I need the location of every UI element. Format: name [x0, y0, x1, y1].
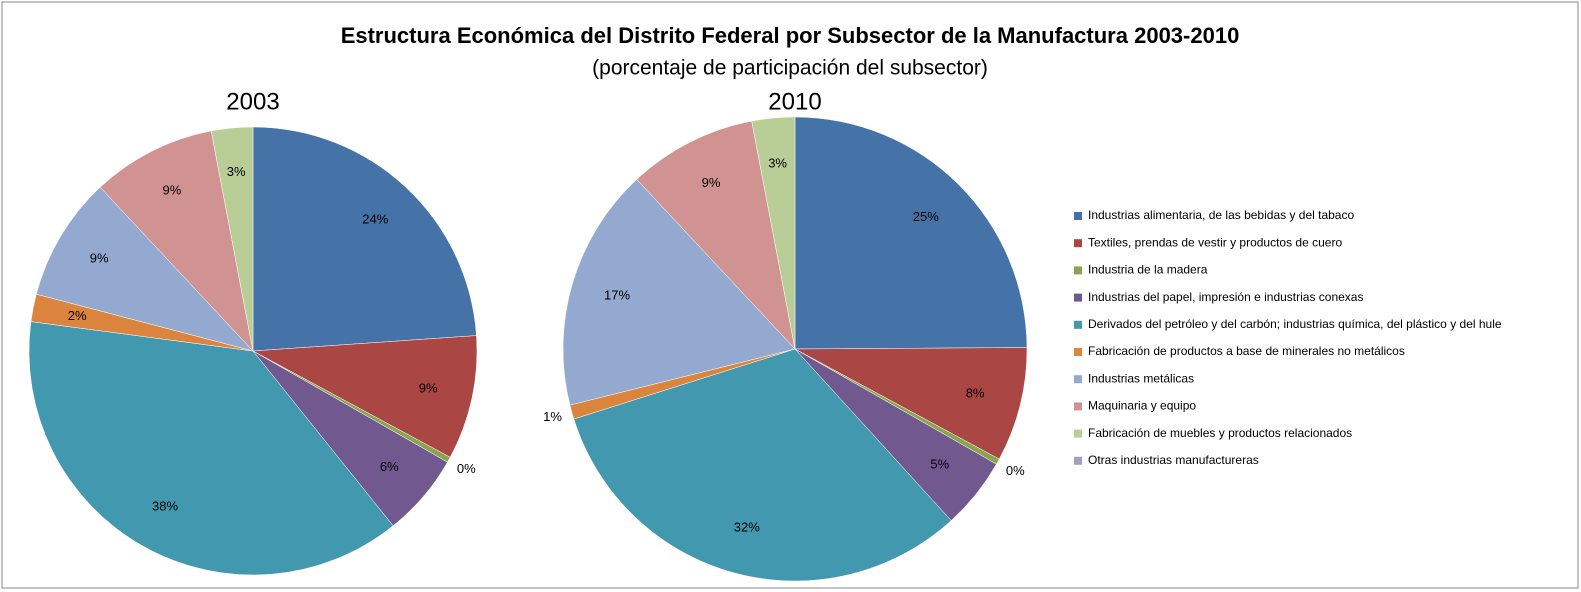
data-label: 17% [604, 288, 630, 303]
data-label: 9% [163, 183, 182, 198]
data-label: 32% [734, 520, 760, 535]
chart-subtitle: (porcentaje de participación del subsect… [592, 57, 988, 80]
legend-label: Derivados del petróleo y del carbón; ind… [1088, 317, 1502, 331]
data-label: 5% [930, 457, 949, 472]
data-label: 38% [152, 499, 178, 514]
legend-label: Industrias metálicas [1088, 371, 1194, 385]
pie-slice [794, 347, 1028, 460]
data-label: 0% [457, 461, 476, 476]
data-label: 25% [913, 209, 939, 224]
pie-title: 2003 [226, 88, 279, 115]
data-label: 0% [1006, 463, 1025, 478]
legend-label: Fabricación de muebles y productos relac… [1088, 426, 1352, 440]
data-label: 9% [419, 380, 438, 395]
data-label: 24% [362, 211, 388, 226]
data-label: 6% [380, 459, 399, 474]
pie-slice [252, 335, 478, 458]
pie-slice [99, 130, 254, 352]
legend-swatch [1074, 293, 1082, 302]
legend-swatch [1074, 375, 1082, 384]
legend-label: Industria de la madera [1088, 263, 1208, 277]
legend-swatch [1074, 456, 1082, 465]
pie-slice [751, 116, 796, 350]
pie-slice [794, 116, 1028, 350]
legend-swatch [1074, 212, 1082, 220]
data-label: 1% [543, 409, 562, 424]
legend-swatch [1074, 239, 1082, 248]
pie-slice [252, 126, 477, 352]
legend-swatch [1074, 402, 1082, 411]
pie-slice [636, 120, 796, 350]
legend-label: Maquinaria y equipo [1088, 399, 1196, 413]
pie-slice [28, 321, 394, 576]
legend-swatch [1074, 266, 1082, 275]
legend-label: Industrias alimentaria, de las bebidas y… [1088, 208, 1354, 222]
legend-label: Industrias del papel, impresión e indust… [1088, 290, 1363, 304]
data-label: 3% [227, 164, 246, 179]
legend-label: Fabricación de productos a base de miner… [1088, 344, 1405, 358]
data-label: 9% [702, 175, 721, 190]
legend-label: Textiles, prendas de vestir y productos … [1088, 235, 1342, 249]
pie-slice [36, 186, 254, 352]
legend-swatch [1074, 429, 1082, 438]
legend-swatch [1074, 320, 1082, 329]
data-label: 9% [90, 251, 109, 266]
legend-swatch [1074, 348, 1082, 356]
pie-slice [210, 126, 254, 352]
pie-slice [562, 179, 796, 406]
pie-slice [573, 348, 952, 582]
data-label: 3% [768, 156, 787, 171]
chart-title: Estructura Económica del Distrito Federa… [341, 23, 1240, 48]
pie-title: 2010 [768, 88, 821, 115]
data-label: 2% [68, 308, 87, 323]
legend-label: Otras industrias manufactureras [1088, 453, 1259, 467]
data-label: 8% [966, 385, 985, 400]
